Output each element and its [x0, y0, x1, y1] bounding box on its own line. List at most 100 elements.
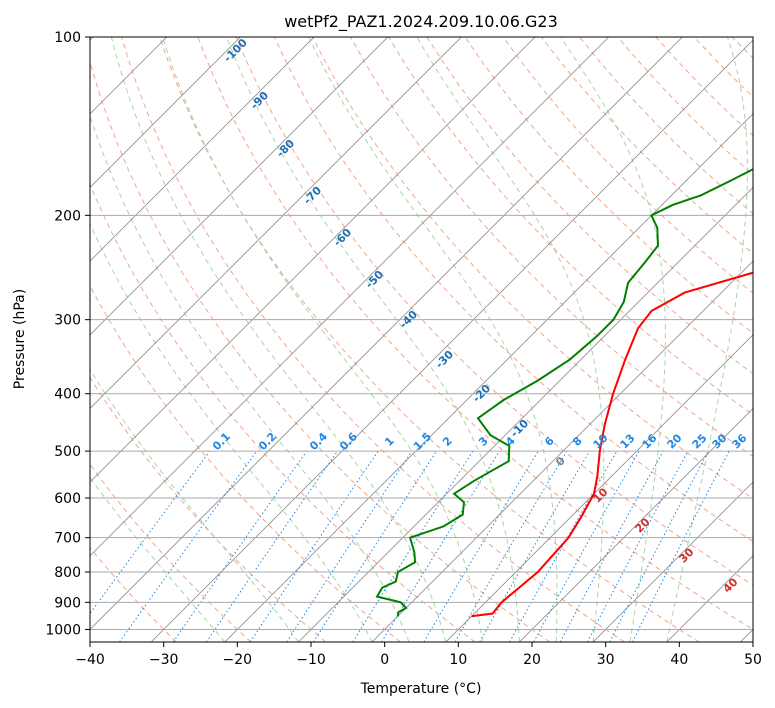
mixing-ratio-line [509, 450, 618, 642]
isotherm [90, 37, 683, 631]
y-tick-label: 200 [54, 208, 81, 224]
wetbulb-label: 10 [591, 485, 611, 505]
y-tick-label: 100 [54, 30, 81, 46]
pressure-gridlines [90, 36, 753, 630]
moist-adiabat [416, 37, 605, 642]
mixing-ratio-line [205, 450, 338, 642]
x-tick-label: −10 [296, 652, 326, 668]
isotherm [740, 628, 753, 642]
dry-adiabat [388, 37, 753, 416]
dry-adiabat [90, 60, 551, 642]
wetbulb-label: 40 [721, 575, 741, 595]
mixing-ratio-label: 1 [382, 434, 397, 449]
dewpoint-line [375, 168, 753, 617]
x-tick-label: 40 [670, 652, 688, 668]
dry-adiabat [464, 37, 753, 334]
mixing-ratio-label: 25 [690, 432, 710, 452]
dry-adiabat [235, 37, 753, 586]
isotherm [371, 260, 753, 642]
dry-adiabat [90, 546, 177, 642]
x-axis-label: Temperature (°C) [360, 681, 482, 697]
mixing-ratio-line [352, 450, 474, 642]
isotherm-label: -10 [508, 417, 531, 440]
mixing-ratio-label: 13 [618, 432, 638, 452]
dry-adiabat [770, 37, 775, 642]
x-tick-label: −40 [75, 652, 105, 668]
background-lines [90, 37, 775, 642]
isotherm-label: -40 [397, 308, 420, 331]
temperature-line [471, 271, 753, 618]
moist-adiabat [90, 476, 226, 642]
mixing-ratio-line [454, 450, 568, 642]
mixing-ratio-line [119, 450, 258, 642]
moist-adiabat [110, 37, 447, 642]
x-tick-label: 50 [744, 652, 762, 668]
dry-adiabat [159, 37, 700, 642]
mixing-ratio-label: 2 [440, 434, 455, 449]
mixing-ratio-label: 16 [640, 431, 660, 451]
mixing-ratio-line [559, 450, 664, 642]
y-tick-label: 800 [54, 565, 81, 581]
dry-adiabat [121, 37, 625, 642]
moist-adiabat [226, 37, 520, 642]
moist-adiabat [666, 37, 748, 642]
y-tick-label: 600 [54, 491, 81, 507]
x-tick-label: −20 [223, 652, 253, 668]
dry-adiabat [197, 37, 753, 630]
mixing-ratio-label: 0.1 [210, 430, 233, 453]
chart-title: wetPf2_PAZ1.2024.209.10.06.G23 [284, 12, 558, 32]
wetbulb-label: 0 [553, 454, 568, 469]
y-tick-label: 500 [54, 444, 81, 460]
x-tick-label: −30 [149, 652, 179, 668]
x-tick-label: 0 [380, 652, 389, 668]
isotherm [150, 39, 753, 642]
mixing-ratio-line [423, 450, 539, 642]
dry-adiabat [693, 37, 753, 98]
x-axis-ticks: −40 −30 −20 −10 0 10 20 30 40 50 [75, 642, 762, 668]
mixing-ratio-line [172, 450, 308, 642]
moist-adiabat [90, 222, 373, 642]
mixing-ratio-label: 3 [476, 434, 491, 449]
mixing-ratio-label: 0.2 [256, 430, 279, 453]
moist-adiabat [162, 37, 484, 642]
mixing-ratio-line [313, 450, 438, 642]
y-tick-label: 1000 [45, 622, 81, 638]
isotherm [90, 37, 610, 557]
plot-frame [89, 36, 754, 643]
dry-adiabat [90, 284, 401, 642]
x-tick-label: 20 [523, 652, 541, 668]
mixing-ratio-label: 10 [591, 431, 611, 451]
x-tick-label: 30 [597, 652, 615, 668]
wetbulb-label: 30 [677, 545, 697, 565]
dry-adiabat [90, 376, 327, 642]
isotherm-label: -50 [363, 268, 386, 291]
y-tick-label: 300 [54, 313, 81, 329]
mixing-ratio-label: 36 [730, 431, 750, 451]
isotherm [90, 37, 536, 483]
y-axis-label: Pressure (hPa) [12, 289, 28, 389]
dry-adiabat [541, 37, 753, 254]
y-tick-label: 400 [54, 387, 81, 403]
isotherm-label: -70 [301, 184, 324, 207]
isotherm [592, 481, 753, 642]
isotherm [224, 113, 753, 642]
dry-adiabat [90, 182, 476, 642]
y-tick-label: 900 [54, 595, 81, 611]
dry-adiabat [90, 463, 252, 642]
mixing-ratio-line [249, 450, 379, 642]
isotherm [90, 37, 462, 410]
mixing-ratio-label: 8 [570, 434, 585, 449]
moist-adiabat [308, 37, 558, 642]
isotherm [90, 37, 241, 189]
profile-series [375, 168, 753, 618]
isotherm-label: -90 [248, 89, 271, 112]
isotherm [90, 37, 315, 262]
dry-adiabat [502, 37, 753, 294]
isoline-labels: -100-90-80-70-60-50-40-30-20-10010203040… [210, 37, 750, 596]
mixing-ratio-label: 6 [542, 434, 557, 449]
mixing-ratio-line [90, 450, 211, 615]
mixing-ratio-label: 0.6 [337, 430, 360, 453]
mixing-ratio-line [381, 450, 500, 642]
x-tick-label: 10 [449, 652, 467, 668]
isotherm [445, 334, 753, 642]
